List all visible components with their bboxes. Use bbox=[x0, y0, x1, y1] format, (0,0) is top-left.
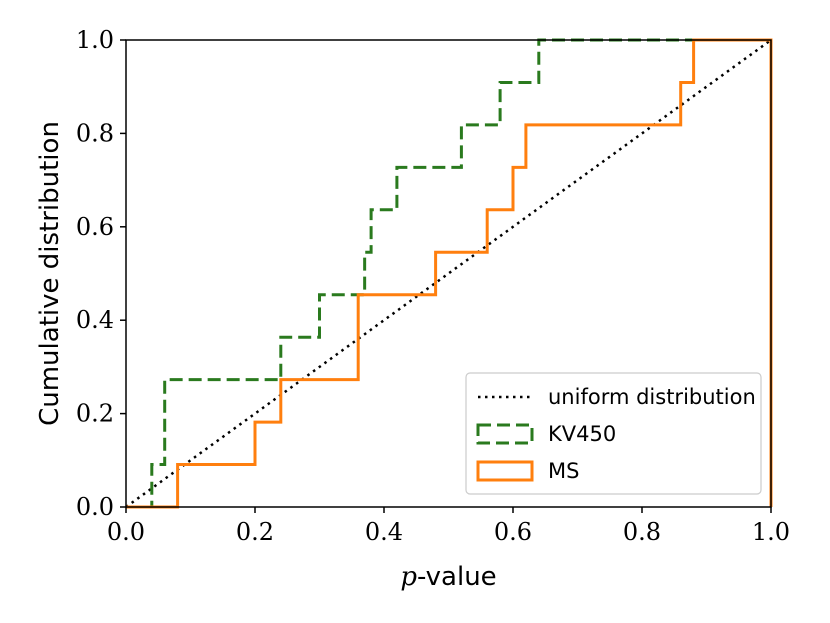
x-axis-ticks: 0.0 0.2 0.4 0.6 0.8 1.0 bbox=[107, 507, 790, 546]
x-axis-label: p-value bbox=[400, 562, 496, 592]
y-tick-label: 0.6 bbox=[76, 213, 114, 241]
x-axis-label-italic: p bbox=[400, 562, 417, 592]
x-axis-label-rest: -value bbox=[417, 562, 497, 592]
legend-label-ms: MS bbox=[548, 459, 579, 483]
legend-swatch-kv450 bbox=[476, 423, 534, 445]
x-tick-label: 0.6 bbox=[494, 518, 532, 546]
legend-label-uniform-distribution: uniform distribution bbox=[548, 385, 756, 409]
x-tick-label: 1.0 bbox=[752, 518, 790, 546]
x-tick-label: 0.2 bbox=[236, 518, 274, 546]
y-axis-ticks: 0.0 0.2 0.4 0.6 0.8 1.0 bbox=[76, 26, 126, 521]
legend-label-kv450: KV450 bbox=[548, 422, 616, 446]
plot-frame bbox=[125, 39, 772, 508]
x-tick-label: 0.4 bbox=[365, 518, 403, 546]
x-tick-label: 0.0 bbox=[107, 518, 145, 546]
plot-series bbox=[125, 38, 773, 509]
y-tick-label: 1.0 bbox=[76, 26, 114, 54]
legend-box bbox=[465, 372, 762, 495]
series-line-ms bbox=[126, 38, 773, 509]
y-axis-label: Cumulative distribution bbox=[35, 121, 65, 426]
y-tick-label: 0.2 bbox=[76, 400, 114, 428]
y-tick-label: 0.0 bbox=[76, 493, 114, 521]
legend-swatch-ms bbox=[476, 460, 534, 482]
y-tick-label: 0.8 bbox=[76, 119, 114, 147]
series-line-kv450 bbox=[126, 38, 773, 509]
x-tick-label: 0.8 bbox=[623, 518, 661, 546]
legend: uniform distribution KV450 MS bbox=[465, 372, 762, 495]
y-tick-label: 0.4 bbox=[76, 306, 114, 334]
